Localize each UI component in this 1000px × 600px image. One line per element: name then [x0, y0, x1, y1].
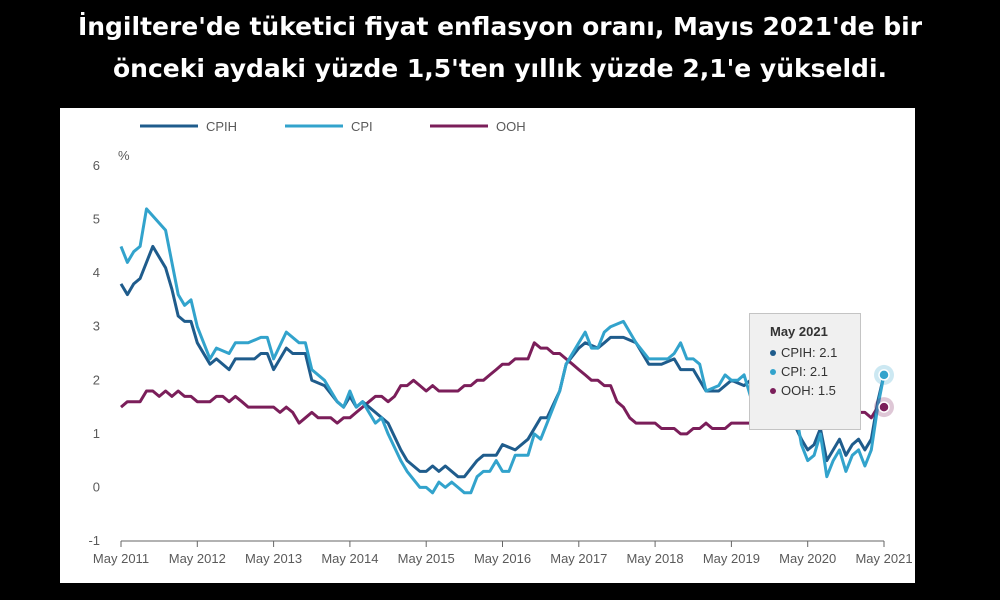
cpih-dot-icon	[770, 350, 776, 357]
y-tick-label: 3	[93, 319, 100, 334]
x-tick-label: May 2016	[474, 551, 531, 566]
chart-tooltip: May 2021 CPIH: 2.1 CPI: 2.1 OOH: 1.5	[749, 313, 861, 430]
legend-label-ooh: OOH	[496, 119, 526, 134]
series-end-point-cpi	[878, 369, 890, 381]
x-tick-label: May 2015	[398, 551, 455, 566]
chart-headline: İngiltere'de tüketici fiyat enflasyon or…	[0, 6, 1000, 90]
x-tick-label: May 2014	[321, 551, 378, 566]
series-line-ooh	[120, 341, 884, 436]
tooltip-cpi-value: CPI: 2.1	[781, 364, 828, 379]
y-axis-unit-label: %	[118, 148, 130, 163]
x-tick-label: May 2021	[855, 551, 912, 566]
x-tick-label: May 2013	[245, 551, 302, 566]
tooltip-row-cpih: CPIH: 2.1	[770, 343, 860, 362]
x-tick-label: May 2017	[550, 551, 607, 566]
series-end-point-ooh	[878, 401, 890, 413]
chart-panel: -1 0 1 2 3 4 5 6% May 2011 May 2012 May 2013 May 20…	[60, 108, 915, 583]
x-tick-label: May 2012	[169, 551, 226, 566]
y-tick-label: 5	[93, 212, 100, 227]
y-tick-label: 4	[93, 265, 100, 280]
ooh-dot-icon	[770, 388, 776, 395]
tooltip-row-ooh: OOH: 1.5	[770, 381, 860, 400]
y-tick-label: 2	[93, 372, 100, 387]
x-tick-label: May 2019	[703, 551, 760, 566]
tooltip-row-cpi: CPI: 2.1	[770, 362, 860, 381]
legend-label-cpi: CPI	[351, 119, 373, 134]
y-tick-label: 6	[93, 158, 100, 173]
y-tick-label: 0	[93, 479, 100, 494]
x-tick-label: May 2011	[93, 551, 149, 566]
y-tick-label: -1	[88, 533, 100, 548]
x-tick-label: May 2020	[779, 551, 836, 566]
legend-label-cpih: CPIH	[206, 119, 237, 134]
headline-line-2: önceki aydaki yüzde 1,5'ten yıllık yüzde…	[112, 54, 888, 83]
y-tick-label: 1	[93, 426, 100, 441]
x-tick-label: May 2018	[627, 551, 684, 566]
tooltip-title: May 2021	[770, 324, 828, 339]
cpi-dot-icon	[770, 369, 776, 376]
headline-line-1: İngiltere'de tüketici fiyat enflasyon or…	[77, 12, 923, 41]
line-chart: -1 0 1 2 3 4 5 6% May 2011 May 2012 May 2013 May 20…	[88, 119, 912, 566]
tooltip-cpih-value: CPIH: 2.1	[781, 345, 838, 360]
tooltip-ooh-value: OOH: 1.5	[781, 383, 836, 398]
